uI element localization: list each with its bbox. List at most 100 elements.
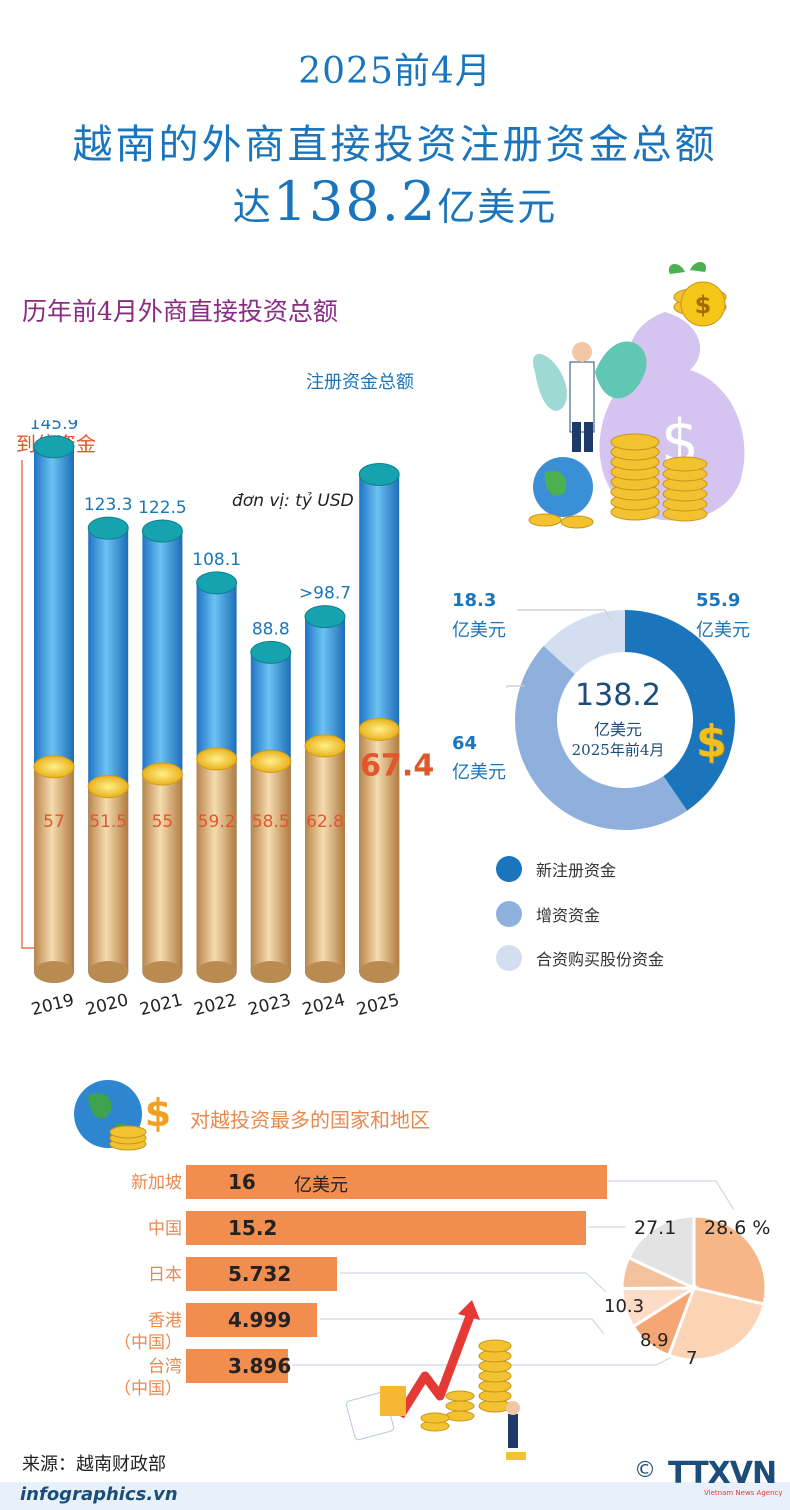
legend-dot <box>496 945 522 971</box>
donut-slice <box>625 610 735 811</box>
section3-title: 对越投资最多的国家和地区 <box>190 1108 430 1132</box>
globe-icon: $ <box>74 1080 171 1151</box>
hbar-value: 3.896 <box>228 1354 292 1378</box>
donut-center-value: 138.2 <box>575 678 661 713</box>
title-prefix: 达 <box>232 185 273 229</box>
share-pie-chart <box>292 1180 768 1366</box>
bar-base <box>196 961 237 983</box>
businessman-icon <box>569 361 595 433</box>
tick-label-year: 2021 <box>138 990 185 1020</box>
tick-label-year: 2022 <box>192 990 239 1020</box>
title-total-value: 138.2 <box>272 170 438 233</box>
donut-value-b: 64 <box>452 733 478 754</box>
fdi-bar-chart: 145.9 57 2019 123.3 51.5 2020 122.5 55 2021 108.1… <box>21 420 434 1020</box>
copyright-icon: © <box>634 1458 656 1483</box>
dollar-sign-icon: $ <box>696 716 727 767</box>
label-disbursed: 55 <box>152 812 174 832</box>
tick-label-year: 2024 <box>300 990 347 1020</box>
pie-slice <box>692 1214 768 1306</box>
pie-leader-line <box>320 1318 605 1335</box>
pie-label-china: 27.1 <box>634 1217 677 1239</box>
bar-base <box>88 961 129 983</box>
legend-item-share: 合资购买股份资金 <box>496 945 664 971</box>
country-label-japan: 日本 <box>100 1264 182 1286</box>
donut-center-period: 2025年前4月 <box>571 741 665 759</box>
legend-label: 新注册资金 <box>536 861 617 880</box>
tick-label-year: 2025 <box>355 990 402 1020</box>
donut-leader-line <box>517 609 612 621</box>
bar-top-registered <box>33 435 75 459</box>
country-label-china: 中国 <box>100 1218 182 1240</box>
country-label-hongkong: 香港 （中国） <box>100 1310 182 1354</box>
svg-text:$: $ <box>695 291 712 319</box>
bar-top-registered <box>250 640 292 664</box>
label-registered: 122.5 <box>138 498 187 518</box>
coin-stack-icon <box>420 1339 512 1432</box>
bar-base <box>359 961 400 983</box>
bar-base <box>250 961 291 983</box>
pie-leader-line <box>608 1180 735 1211</box>
brand-subtitle: Vietnam News Agency <box>704 1489 783 1497</box>
dollar-sign-icon: $ <box>145 1091 171 1135</box>
brand-logo: TTXVN <box>668 1456 777 1491</box>
country-label-line: 中国 <box>148 1219 182 1239</box>
label-disbursed: 57 <box>43 812 65 832</box>
bar-base <box>34 961 74 983</box>
hbar-1 <box>186 1211 586 1245</box>
donut-center-unit: 亿美元 <box>593 720 642 739</box>
bar-disbursed-2023 <box>250 761 291 972</box>
donut-value-a: 55.9 <box>696 590 741 611</box>
legend-item-increase: 增资资金 <box>496 901 600 927</box>
pie-label-japan: 10.3 <box>604 1296 645 1317</box>
hbar-value: 15.2 <box>228 1216 278 1240</box>
hbar-4 <box>186 1349 289 1383</box>
hbar-value: 4.999 <box>228 1308 292 1332</box>
label-registered: 123.3 <box>84 495 133 515</box>
label-registered: >98.7 <box>299 584 351 604</box>
bar-top-disbursed <box>250 749 292 773</box>
country-label-singapore: 新加坡 <box>100 1172 182 1194</box>
donut-slice <box>543 610 625 675</box>
title-line-1: 2025前4月 <box>298 51 492 92</box>
pie-label-taiwan: 7 <box>686 1348 698 1369</box>
investment-donut-chart <box>506 609 735 831</box>
bar-top-disbursed <box>304 734 346 758</box>
tick-label-year: 2023 <box>246 990 293 1020</box>
country-label-line: 台湾 <box>148 1357 182 1377</box>
registered-label: 注册资金总额 <box>306 372 414 393</box>
country-label-line: 日本 <box>148 1265 182 1285</box>
hbar-3 <box>186 1303 318 1337</box>
pie-label-singapore: 28.6 % <box>704 1217 771 1239</box>
hbar-value: 5.732 <box>228 1262 292 1286</box>
label-disbursed: 59.2 <box>198 812 236 832</box>
hbar-2 <box>186 1257 337 1291</box>
donut-value-c: 18.3 <box>452 590 497 611</box>
title-line-3: 达138.2亿美元 <box>0 170 790 233</box>
donut-unit-b: 亿美元 <box>452 762 506 783</box>
label-disbursed: 58.5 <box>252 812 290 832</box>
hbar-unit: 亿美元 <box>294 1175 348 1196</box>
tick-label-year: 2019 <box>29 990 76 1020</box>
pie-leader-line <box>340 1272 607 1293</box>
title-suffix: 亿美元 <box>437 185 558 229</box>
bar-disbursed-2024 <box>305 745 345 972</box>
pie-label-hongkong: 8.9 <box>640 1330 669 1351</box>
donut-slice <box>514 645 688 831</box>
pie-slice <box>626 1214 696 1291</box>
bar-top-registered <box>358 462 400 486</box>
label-disbursed: 51.5 <box>89 812 127 832</box>
label-registered: 88.8 <box>252 619 290 639</box>
legend-dot <box>496 856 522 882</box>
source-note: 来源：越南财政部 <box>22 1454 166 1475</box>
label-registered: 108.1 <box>192 550 241 570</box>
footer-site: infographics.vn <box>20 1484 178 1505</box>
hbar-value: 16 <box>228 1170 256 1194</box>
footer-bar <box>0 1482 790 1510</box>
money-bag-icon: $ $ <box>528 261 745 529</box>
hbar-0 <box>186 1165 607 1199</box>
bar-disbursed-2025 <box>359 729 400 972</box>
legend-dot <box>496 901 522 927</box>
unit-label: đơn vị: tỷ USD <box>232 491 354 511</box>
legend-label: 合资购买股份资金 <box>536 950 665 969</box>
country-label-line: 新加坡 <box>131 1173 182 1193</box>
